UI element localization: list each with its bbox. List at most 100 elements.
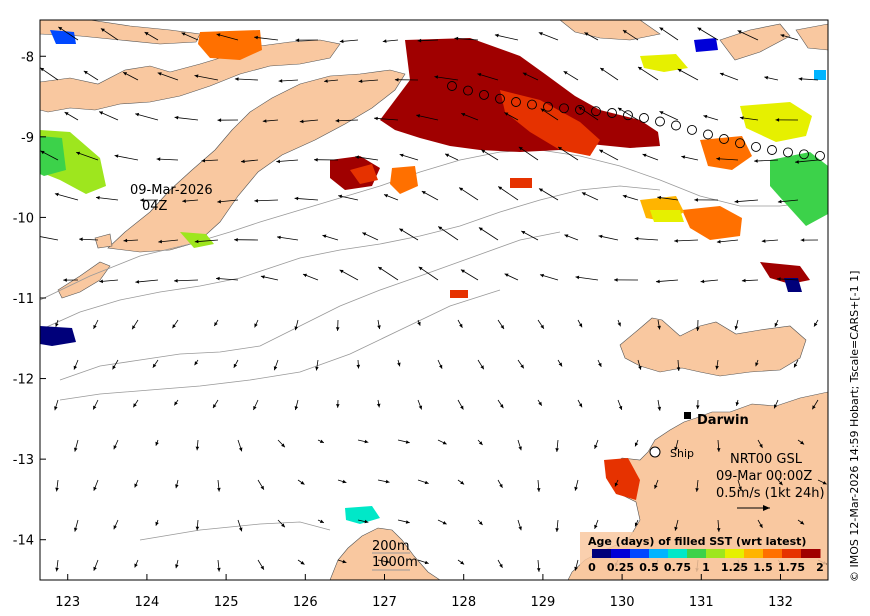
current-arrow-head xyxy=(584,32,589,36)
colorbar-swatch xyxy=(611,549,631,558)
current-arrow-head xyxy=(442,441,447,445)
colorbar-swatch xyxy=(801,549,821,558)
current-arrow-head xyxy=(113,445,117,450)
current-arrow-head xyxy=(93,405,97,410)
current-arrow-head xyxy=(459,187,464,191)
ship-label: Ship xyxy=(670,447,694,460)
current-arrow xyxy=(135,279,159,283)
current-arrow-head xyxy=(536,488,541,492)
current-arrow-head xyxy=(152,363,157,368)
current-arrow-head xyxy=(634,442,639,447)
current-arrow-head xyxy=(581,192,586,196)
current-arrow-head xyxy=(522,72,527,76)
current-arrow xyxy=(294,197,319,201)
track-point xyxy=(447,81,457,91)
colorbar-swatch xyxy=(763,549,783,558)
current-arrow-head xyxy=(812,405,816,410)
current-arrow-head xyxy=(299,119,304,124)
current-arrow xyxy=(173,279,199,282)
current-arrow-head xyxy=(518,146,523,151)
current-arrow-head xyxy=(378,266,383,271)
current-arrow-head xyxy=(421,191,426,195)
current-arrow xyxy=(416,114,439,121)
current-arrow-head xyxy=(795,160,799,164)
current-arrow-head xyxy=(800,520,805,525)
current-arrow xyxy=(399,228,419,241)
current-arrow xyxy=(95,197,119,201)
current-arrow-head xyxy=(478,227,483,231)
x-tick-label: 132 xyxy=(768,595,793,610)
current-arrow-head xyxy=(55,323,59,327)
current-arrow xyxy=(518,146,539,161)
current-arrow-head xyxy=(123,238,128,243)
current-arrow xyxy=(557,146,579,161)
current-arrow-head xyxy=(417,38,422,43)
land-northeast-islands-2 xyxy=(719,23,791,61)
y-tick-label: -10 xyxy=(13,211,34,226)
colorbar-tick-label: 1 xyxy=(702,561,710,574)
current-arrow-head xyxy=(133,403,137,408)
current-arrow-head xyxy=(96,196,100,200)
current-arrow-head xyxy=(716,448,721,452)
current-arrow-head xyxy=(634,236,639,241)
current-arrow-head xyxy=(697,27,702,31)
current-arrow xyxy=(716,158,739,161)
current-arrow-head xyxy=(558,362,563,367)
current-arrow-head xyxy=(598,362,602,367)
colorbar-ramp xyxy=(592,549,821,558)
current-arrow-head xyxy=(295,38,300,42)
current-arrow-head xyxy=(716,528,721,532)
current-arrow-head xyxy=(135,112,140,117)
current-arrow-head xyxy=(99,279,103,284)
current-arrow-head xyxy=(598,234,603,239)
current-arrow-head xyxy=(578,403,583,408)
current-arrow xyxy=(637,66,659,81)
current-arrow xyxy=(697,27,719,41)
current-arrow-head xyxy=(74,527,78,532)
current-arrow-head xyxy=(194,239,199,244)
land-timor xyxy=(107,69,406,253)
current-arrow-head xyxy=(578,106,583,111)
current-arrow-head xyxy=(657,195,662,200)
track-point xyxy=(719,134,729,144)
current-arrow-head xyxy=(498,186,503,190)
current-arrow-head xyxy=(638,365,642,370)
current-arrow-head xyxy=(716,239,721,244)
current-arrow-head xyxy=(764,76,769,80)
current-arrow-head xyxy=(461,113,466,117)
current-arrow-head xyxy=(172,324,176,329)
current-arrow-head xyxy=(417,321,421,326)
current-arrow xyxy=(276,159,299,162)
current-arrow-head xyxy=(355,155,359,159)
darwin-marker xyxy=(684,412,691,419)
plot-frame xyxy=(39,19,829,581)
current-arrow xyxy=(254,199,279,202)
current-arrow xyxy=(575,276,599,281)
current-arrow-head xyxy=(140,198,144,202)
current-arrow-head xyxy=(780,34,785,38)
colorbar-swatch xyxy=(649,549,669,558)
current-arrow-head xyxy=(158,239,162,244)
current-arrow-head xyxy=(480,365,484,370)
current-arrow-head xyxy=(418,266,423,271)
city-label-darwin: Darwin xyxy=(697,413,749,428)
side-credit: © IMOS 12-Mar-2026 14:59 Hobart; Tscale=… xyxy=(848,271,861,582)
current-arrow-head xyxy=(76,151,81,156)
current-arrow xyxy=(497,186,519,201)
current-arrow-head xyxy=(201,158,206,163)
x-tick-label: 131 xyxy=(689,595,714,610)
current-arrow xyxy=(234,78,259,81)
current-arrow-head xyxy=(696,405,700,409)
land-bottom-center xyxy=(329,527,441,580)
current-arrow-head xyxy=(155,441,159,446)
current-arrow-head xyxy=(195,446,200,451)
current-arrow-head xyxy=(594,444,598,449)
colorbar-swatch xyxy=(744,549,764,558)
current-arrow-head xyxy=(674,239,678,243)
current-arrow-head xyxy=(477,73,482,77)
current-arrow-head xyxy=(217,487,221,492)
land-rote xyxy=(57,261,111,299)
current-arrow-head xyxy=(741,278,746,283)
bathymetry-contour-shelf xyxy=(59,231,561,381)
